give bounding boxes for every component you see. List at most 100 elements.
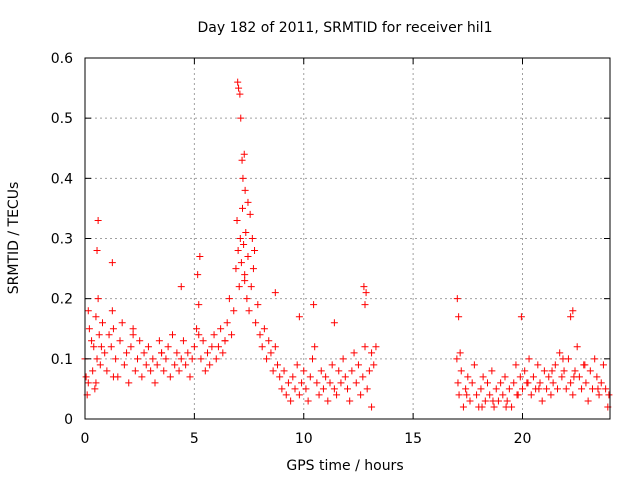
data-point	[481, 397, 489, 405]
data-point	[265, 337, 273, 345]
data-point	[594, 385, 602, 393]
data-point	[330, 319, 338, 327]
data-point	[164, 343, 172, 351]
data-point	[333, 391, 341, 399]
data-point	[357, 391, 365, 399]
data-point	[536, 379, 544, 387]
data-point	[240, 241, 248, 249]
data-point	[464, 373, 472, 381]
data-point	[240, 150, 248, 158]
data-point	[84, 379, 92, 387]
x-tick-label: 0	[81, 431, 90, 447]
data-point	[166, 373, 174, 381]
data-point	[463, 391, 471, 399]
data-point	[120, 361, 128, 369]
data-point	[151, 379, 159, 387]
data-point	[293, 361, 301, 369]
data-point	[84, 307, 92, 315]
data-point	[221, 337, 229, 345]
data-point	[310, 301, 318, 309]
data-point	[197, 355, 205, 363]
data-point	[599, 361, 607, 369]
data-point	[282, 391, 290, 399]
data-point	[497, 379, 505, 387]
data-point	[219, 349, 227, 357]
data-point	[348, 367, 356, 375]
data-points	[81, 78, 613, 411]
data-point	[107, 343, 115, 351]
data-point	[188, 355, 196, 363]
data-point	[123, 349, 131, 357]
data-point	[289, 373, 297, 381]
data-point	[246, 210, 254, 218]
data-point	[239, 174, 247, 182]
data-point	[235, 283, 243, 291]
data-point	[144, 343, 152, 351]
x-tick-label: 15	[404, 431, 422, 447]
data-point	[118, 319, 126, 327]
data-point	[244, 198, 252, 206]
data-point	[570, 373, 578, 381]
data-point	[247, 283, 255, 291]
data-point	[241, 277, 249, 285]
data-point	[562, 385, 570, 393]
data-point	[558, 373, 566, 381]
data-point	[490, 403, 498, 411]
data-point	[535, 385, 543, 393]
data-point	[147, 367, 155, 375]
data-point	[131, 367, 139, 375]
data-point	[602, 385, 610, 393]
data-point	[543, 385, 551, 393]
data-point	[306, 373, 314, 381]
data-point	[315, 391, 323, 399]
data-point	[225, 295, 233, 303]
data-point	[99, 319, 106, 327]
data-point	[569, 307, 577, 315]
data-point	[228, 331, 236, 339]
data-point	[517, 313, 525, 321]
data-point	[540, 367, 548, 375]
data-point	[578, 385, 586, 393]
plot-frame	[84, 57, 611, 420]
data-point	[88, 337, 96, 345]
data-point	[548, 367, 556, 375]
data-point	[271, 343, 279, 351]
data-point	[248, 235, 256, 242]
data-point	[359, 373, 367, 381]
data-point	[569, 391, 577, 399]
data-point	[92, 379, 100, 387]
y-axis-label: SRMTID / TECUs	[6, 182, 22, 295]
data-point	[322, 373, 330, 381]
data-point	[534, 361, 542, 369]
data-point	[372, 343, 380, 351]
data-point	[470, 361, 478, 369]
data-point	[455, 391, 463, 399]
data-point	[97, 343, 105, 351]
data-point	[177, 355, 185, 363]
x-tick-label: 5	[190, 431, 199, 447]
data-point	[82, 373, 90, 381]
data-point	[109, 325, 117, 333]
data-point	[116, 337, 124, 345]
data-point	[108, 259, 116, 267]
data-point	[153, 361, 161, 369]
data-point	[300, 367, 308, 375]
data-point	[249, 265, 257, 273]
data-point	[554, 385, 561, 393]
data-point	[235, 84, 243, 92]
data-point	[93, 247, 101, 255]
data-point	[525, 355, 533, 363]
data-point	[241, 186, 249, 194]
data-point	[236, 90, 244, 98]
data-point	[109, 373, 117, 381]
data-point	[524, 379, 532, 387]
data-point	[586, 367, 594, 375]
data-point	[330, 385, 338, 393]
data-point	[195, 301, 203, 309]
data-point	[96, 361, 104, 369]
data-point	[237, 259, 245, 267]
data-point	[344, 385, 351, 393]
data-point	[274, 361, 281, 369]
data-point	[335, 367, 343, 375]
data-point	[243, 295, 251, 303]
